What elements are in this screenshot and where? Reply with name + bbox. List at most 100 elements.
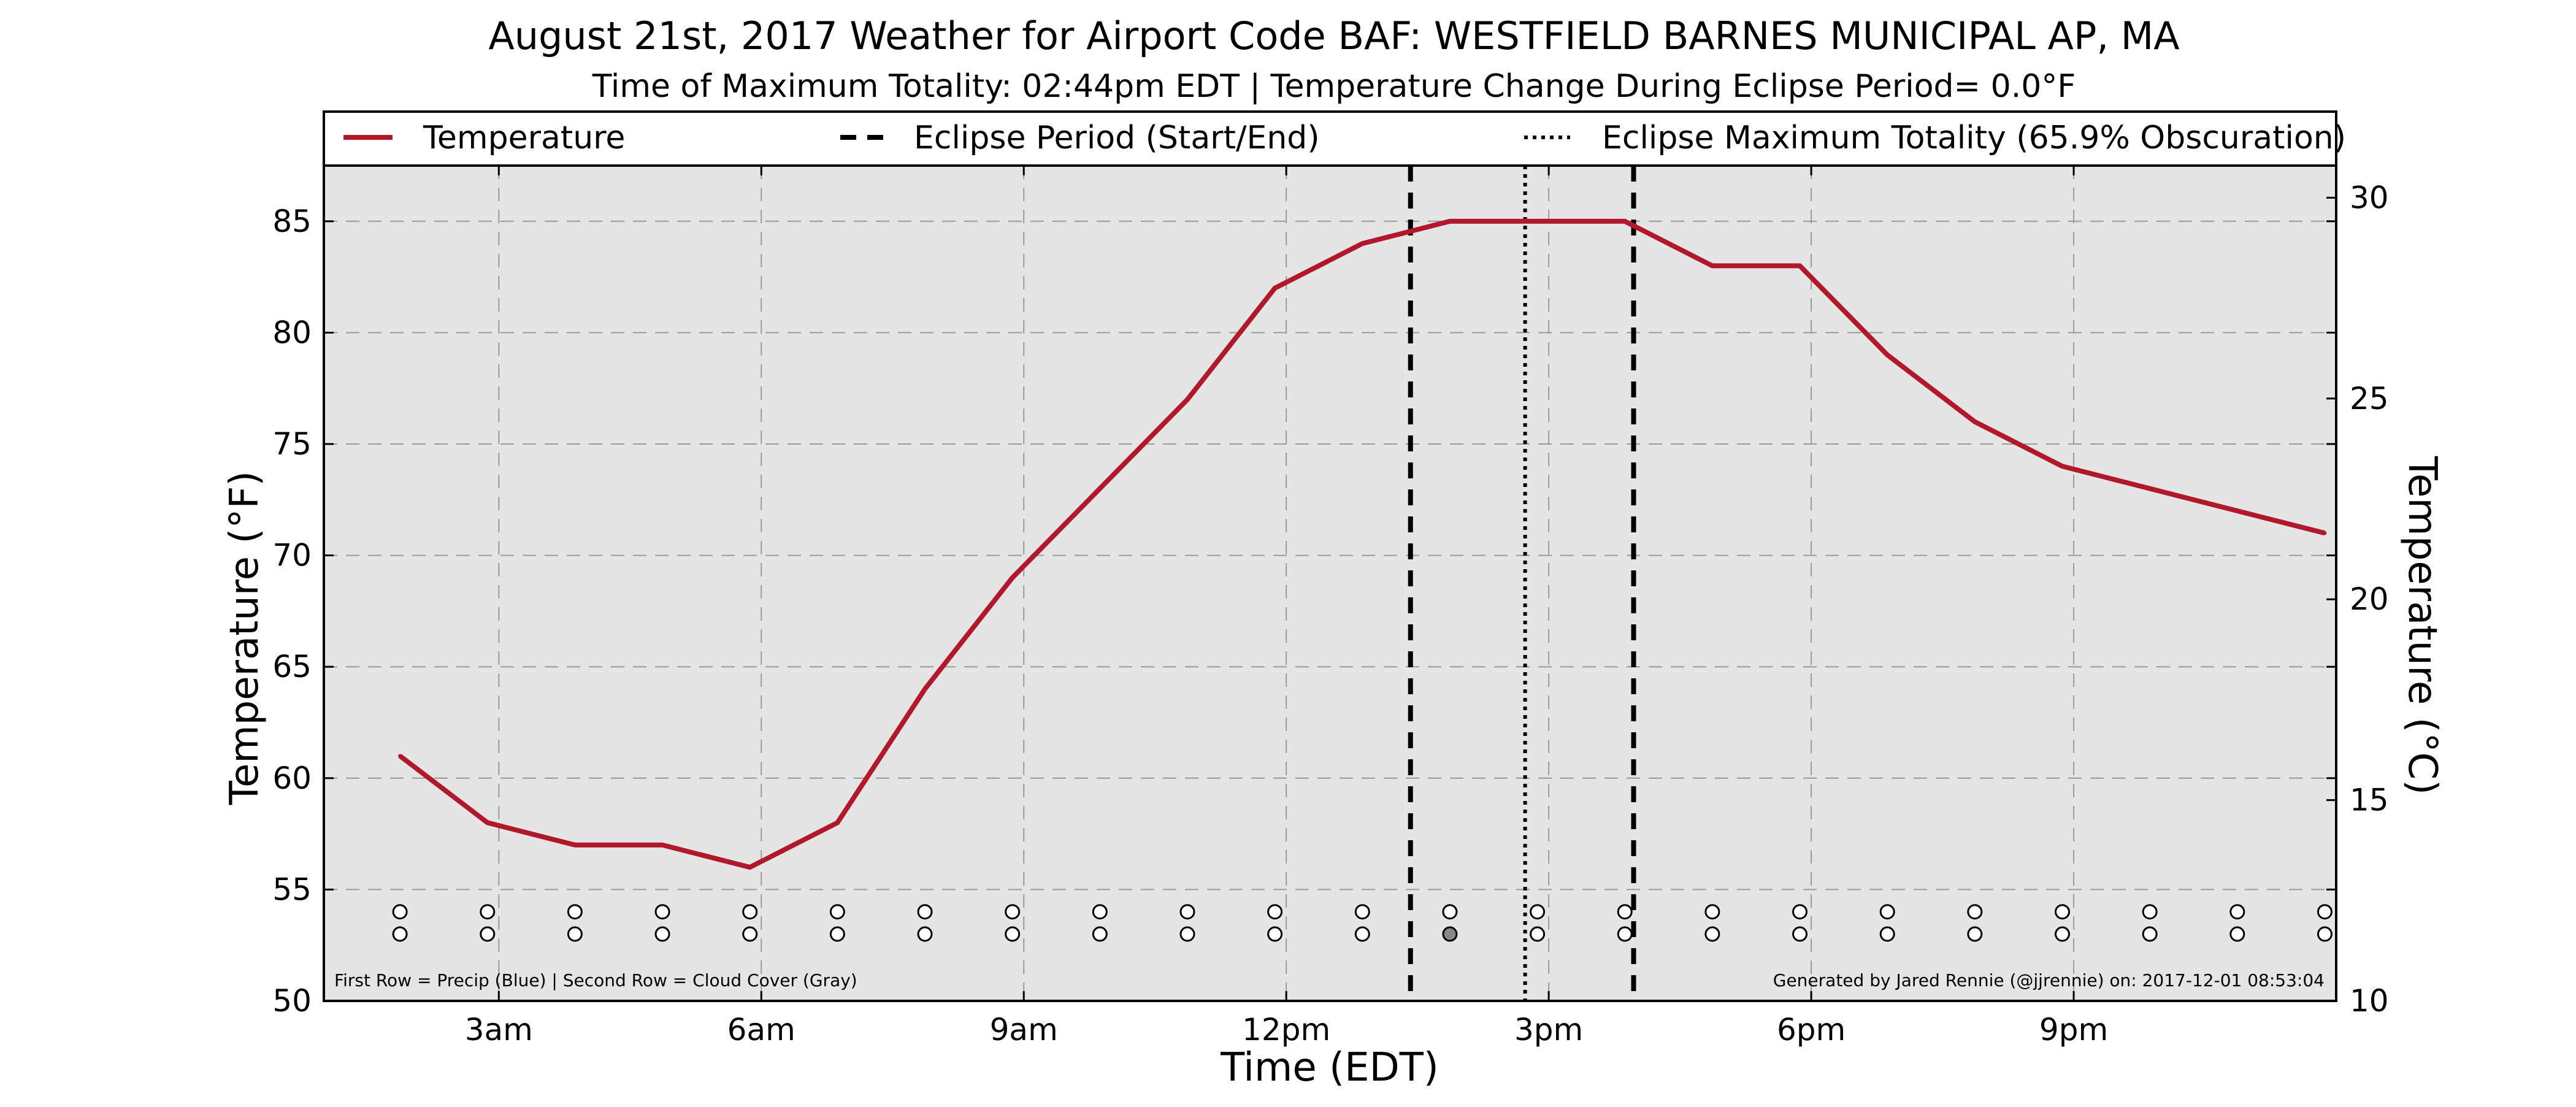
y-tick-label: 55: [272, 871, 312, 907]
cloud-cover-marker: [2142, 926, 2158, 942]
precip-marker: [917, 904, 933, 920]
cloud-cover-marker: [829, 926, 845, 942]
cloud-cover-marker: [1704, 926, 1720, 942]
x-tick-label: 3am: [465, 1012, 533, 1048]
cloud-cover-marker: [1005, 926, 1021, 942]
x-axis-label: Time (EDT): [1220, 1045, 1439, 1090]
x-tick-label: 9pm: [2039, 1012, 2108, 1048]
x-tick-label: 6pm: [1777, 1012, 1846, 1048]
precip-marker: [2317, 904, 2333, 920]
cloud-cover-marker: [654, 926, 670, 942]
cloud-cover-marker: [1267, 926, 1283, 942]
precip-marker: [1005, 904, 1021, 920]
precip-marker: [480, 904, 496, 920]
temperature-data-point: [923, 687, 927, 691]
y-tick-label: 65: [272, 649, 312, 684]
precip-marker: [1879, 904, 1895, 920]
temperature-data-point: [835, 821, 840, 825]
y2-tick-label: 25: [2350, 381, 2389, 416]
temperature-data-point: [748, 865, 752, 870]
precip-marker: [1704, 904, 1720, 920]
legend: Temperature Eclipse Period (Start/End) E…: [323, 110, 2346, 167]
cloud-cover-marker: [1354, 926, 1370, 942]
temperature-data-point: [1185, 397, 1189, 402]
y-tick-label: 70: [272, 538, 312, 573]
y2-tick-label: 20: [2350, 581, 2389, 617]
precip-marker: [1967, 904, 1983, 920]
footnote-left: First Row = Precip (Blue) | Second Row =…: [334, 970, 857, 990]
precip-marker: [1792, 904, 1808, 920]
cloud-cover-marker: [2054, 926, 2070, 942]
y-tick-label: 80: [272, 315, 312, 350]
cloud-cover-marker: [1092, 926, 1108, 942]
temperature-data-point: [1360, 242, 1365, 246]
cloud-cover-marker: [917, 926, 933, 942]
precip-marker: [1092, 904, 1108, 920]
plot-background: [324, 166, 2336, 1001]
precip-marker: [742, 904, 758, 920]
x-tick-label: 3pm: [1514, 1012, 1583, 1048]
temperature-data-point: [2323, 531, 2327, 535]
precip-marker: [2142, 904, 2158, 920]
temperature-data-point: [2060, 464, 2064, 469]
y-axis-label: Temperature (°F): [222, 471, 267, 806]
temperature-data-point: [661, 843, 665, 847]
cloud-cover-marker: [567, 926, 583, 942]
precip-marker: [829, 904, 845, 920]
precip-marker: [2054, 904, 2070, 920]
temperature-data-point: [1447, 219, 1452, 223]
precip-marker: [2229, 904, 2245, 920]
y-tick-label: 60: [272, 760, 312, 796]
cloud-cover-marker: [1879, 926, 1895, 942]
cloud-cover-marker: [1617, 926, 1633, 942]
temperature-data-point: [2148, 486, 2152, 491]
temperature-data-point: [1010, 575, 1014, 580]
temperature-data-point: [1885, 353, 1890, 357]
y2-tick-label: 10: [2350, 983, 2389, 1019]
cloud-cover-marker: [742, 926, 758, 942]
temperature-data-point: [485, 821, 489, 825]
y-tick-label: 85: [272, 204, 312, 239]
precip-marker: [1442, 904, 1458, 920]
precip-marker: [1267, 904, 1283, 920]
x-tick-label: 6am: [727, 1012, 795, 1048]
chart-subtitle: Time of Maximum Totality: 02:44pm EDT | …: [592, 68, 2076, 105]
precip-marker: [392, 904, 408, 920]
cloud-cover-marker: [1179, 926, 1195, 942]
cloud-cover-marker: [1442, 926, 1458, 942]
precip-marker: [1179, 904, 1195, 920]
legend-eclipse-period-label: Eclipse Period (Start/End): [914, 120, 1320, 156]
precip-marker: [567, 904, 583, 920]
precip-marker: [1617, 904, 1633, 920]
precip-marker: [1530, 904, 1546, 920]
temperature-data-point: [1972, 419, 1977, 424]
temperature-data-point: [1098, 486, 1102, 491]
legend-temperature-label: Temperature: [423, 120, 625, 156]
temperature-data-point: [1710, 264, 1714, 268]
legend-eclipse-max-label: Eclipse Maximum Totality (65.9% Obscurat…: [1602, 120, 2346, 156]
cloud-cover-marker: [1792, 926, 1808, 942]
chart-title: August 21st, 2017 Weather for Airport Co…: [488, 13, 2179, 58]
cloud-cover-marker: [2317, 926, 2333, 942]
y2-tick-label: 15: [2350, 783, 2389, 818]
x-tick-label: 9am: [990, 1012, 1058, 1048]
temperature-data-point: [1798, 264, 1802, 268]
precip-marker: [1354, 904, 1370, 920]
precip-marker: [654, 904, 670, 920]
cloud-cover-marker: [480, 926, 496, 942]
footnote-right: Generated by Jared Rennie (@jjrennie) on…: [1773, 970, 2325, 990]
cloud-cover-marker: [1530, 926, 1546, 942]
cloud-cover-marker: [1967, 926, 1983, 942]
y2-axis-label: Temperature (°C): [2399, 456, 2445, 795]
cloud-cover-marker: [2229, 926, 2245, 942]
temperature-data-point: [1273, 286, 1277, 290]
temperature-data-point: [573, 843, 577, 847]
x-tick-label: 12pm: [1242, 1012, 1330, 1048]
plot-border: [323, 164, 2337, 1002]
temperature-data-point: [1535, 219, 1539, 223]
y-tick-label: 50: [272, 983, 312, 1019]
y-tick-label: 75: [272, 426, 312, 462]
temperature-data-point: [1623, 219, 1627, 223]
